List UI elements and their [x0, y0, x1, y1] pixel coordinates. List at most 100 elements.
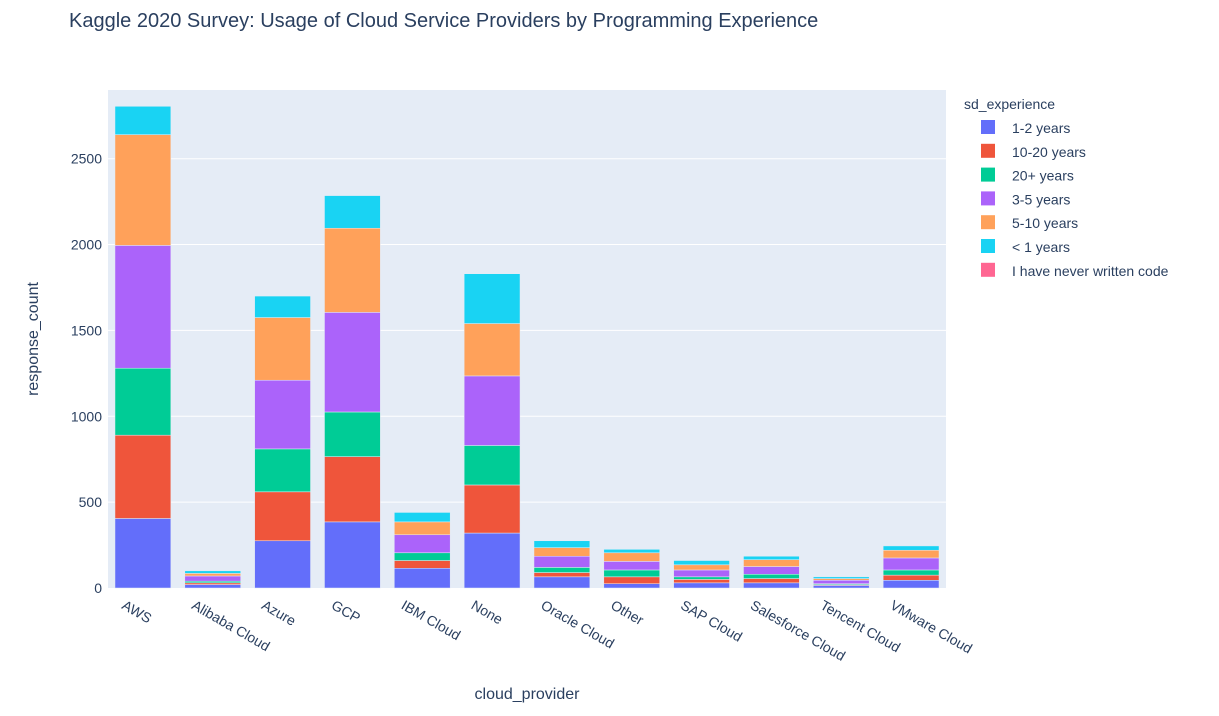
bar-gcp-1-2-years[interactable]	[324, 521, 381, 589]
legend-swatch	[981, 167, 995, 182]
x-tick-label: Azure	[259, 597, 299, 629]
bar-sap-cloud-1-years[interactable]	[673, 560, 730, 566]
bar-sap-cloud-10-20-years[interactable]	[673, 579, 730, 584]
legend-item-1-2-years[interactable]: 1-2 years	[981, 120, 1070, 136]
bar-ibm-cloud-1-2-years[interactable]	[394, 568, 451, 589]
bar-salesforce-cloud-5-10-years[interactable]	[743, 559, 800, 567]
bar-aws-1-years[interactable]	[114, 106, 172, 135]
bar-azure-1-years[interactable]	[254, 295, 311, 318]
bar-salesforce-cloud-3-5-years[interactable]	[743, 566, 800, 575]
y-tick-label: 2500	[71, 151, 102, 167]
bar-sap-cloud-3-5-years[interactable]	[673, 569, 730, 578]
bar-azure-20-years[interactable]	[254, 448, 311, 493]
bar-other-20-years[interactable]	[603, 569, 660, 578]
y-tick-label: 1000	[71, 408, 102, 424]
bar-sap-cloud-20-years[interactable]	[673, 576, 730, 580]
bar-alibaba-cloud-5-10-years[interactable]	[184, 573, 241, 577]
bar-aws-20-years[interactable]	[114, 367, 172, 436]
bar-alibaba-cloud-1-2-years[interactable]	[184, 584, 241, 589]
bar-aws-10-20-years[interactable]	[114, 434, 172, 519]
legend[interactable]: sd_experience 1-2 years 10-20 years 20+ ye…	[964, 96, 1169, 279]
bar-tencent-cloud-1-years[interactable]	[813, 576, 870, 579]
legend-item-20-years[interactable]: 20+ years	[981, 167, 1074, 184]
bar-other-3-5-years[interactable]	[603, 561, 660, 571]
x-tick-label: None	[469, 597, 506, 628]
x-tick-label: AWS	[119, 597, 154, 627]
bar-alibaba-cloud-1-years[interactable]	[184, 570, 241, 574]
bar-gcp-1-years[interactable]	[324, 195, 381, 229]
bar-vmware-cloud-20-years[interactable]	[882, 569, 940, 576]
legend-label: 5-10 years	[1012, 215, 1078, 231]
bar-vmware-cloud-5-10-years[interactable]	[882, 549, 940, 559]
legend-item-3-5-years[interactable]: 3-5 years	[981, 191, 1070, 207]
legend-item-1-years[interactable]: < 1 years	[981, 239, 1070, 255]
bar-alibaba-cloud-20-years[interactable]	[184, 580, 241, 584]
gridlines	[108, 158, 946, 503]
bar-other-5-10-years[interactable]	[603, 552, 660, 562]
bar-salesforce-cloud-1-years[interactable]	[743, 555, 800, 560]
bar-ibm-cloud-3-5-years[interactable]	[394, 534, 451, 554]
bar-ibm-cloud-20-years[interactable]	[394, 552, 451, 561]
bar-none-3-5-years[interactable]	[463, 375, 521, 446]
bar-none-1-2-years[interactable]	[463, 532, 521, 589]
plot-area	[108, 90, 946, 588]
bar-vmware-cloud-1-years[interactable]	[882, 545, 940, 551]
x-tick-label: GCP	[329, 597, 363, 626]
bar-other-1-2-years[interactable]	[603, 583, 660, 589]
bar-gcp-20-years[interactable]	[324, 411, 381, 457]
bar-salesforce-cloud-1-2-years[interactable]	[743, 582, 800, 589]
bar-none-20-years[interactable]	[463, 445, 521, 486]
bar-oracle-cloud-1-years[interactable]	[533, 540, 591, 548]
bar-gcp-10-20-years[interactable]	[324, 456, 381, 523]
bar-oracle-cloud-5-10-years[interactable]	[533, 547, 591, 557]
bar-azure-10-20-years[interactable]	[254, 491, 311, 542]
legend-item-10-20-years[interactable]: 10-20 years	[981, 143, 1086, 160]
bar-other-1-years[interactable]	[603, 549, 660, 554]
legend-item-5-10-years[interactable]: 5-10 years	[981, 215, 1078, 231]
legend-item-i-have-never-written-code[interactable]: I have never written code	[981, 262, 1169, 279]
bar-azure-5-10-years[interactable]	[254, 317, 311, 381]
x-tick-label: SAP Cloud	[678, 597, 745, 645]
bar-oracle-cloud-10-20-years[interactable]	[533, 572, 591, 578]
bar-sap-cloud-1-2-years[interactable]	[673, 582, 730, 589]
bar-azure-1-2-years[interactable]	[254, 540, 311, 589]
bar-alibaba-cloud-3-5-years[interactable]	[184, 575, 241, 582]
bar-vmware-cloud-3-5-years[interactable]	[882, 557, 940, 571]
bar-ibm-cloud-1-years[interactable]	[394, 512, 451, 523]
x-tick-label: Oracle Cloud	[538, 597, 617, 652]
bar-salesforce-cloud-10-20-years[interactable]	[743, 578, 800, 584]
y-tick-label: 0	[94, 580, 102, 596]
legend-label: 10-20 years	[1012, 144, 1086, 160]
legend-swatch	[981, 120, 995, 134]
bar-other-10-20-years[interactable]	[603, 576, 660, 584]
bar-vmware-cloud-1-2-years[interactable]	[882, 580, 940, 589]
bar-gcp-3-5-years[interactable]	[324, 312, 381, 413]
bar-none-1-years[interactable]	[463, 273, 521, 324]
x-tick-label: Alibaba Cloud	[189, 597, 272, 654]
y-axis-title: response_count	[25, 282, 42, 396]
bar-oracle-cloud-20-years[interactable]	[533, 567, 591, 573]
bar-gcp-5-10-years[interactable]	[324, 227, 381, 313]
bar-vmware-cloud-10-20-years[interactable]	[882, 574, 940, 581]
bar-tencent-cloud-1-2-years[interactable]	[813, 585, 870, 589]
bar-oracle-cloud-1-2-years[interactable]	[533, 576, 591, 589]
bar-aws-3-5-years[interactable]	[114, 245, 172, 369]
bar-salesforce-cloud-20-years[interactable]	[743, 574, 800, 579]
bar-sap-cloud-5-10-years[interactable]	[673, 564, 730, 571]
bar-oracle-cloud-3-5-years[interactable]	[533, 555, 591, 568]
bar-aws-1-2-years[interactable]	[114, 518, 172, 589]
bar-none-5-10-years[interactable]	[463, 323, 521, 377]
x-axis-title: cloud_provider	[475, 686, 581, 703]
x-tick-label: VMware Cloud	[888, 597, 976, 657]
bar-ibm-cloud-5-10-years[interactable]	[394, 521, 451, 536]
bar-alibaba-cloud-10-20-years[interactable]	[184, 582, 241, 585]
bar-tencent-cloud-5-10-years[interactable]	[813, 578, 870, 581]
bar-aws-5-10-years[interactable]	[114, 134, 172, 246]
bar-none-10-20-years[interactable]	[463, 484, 521, 534]
bar-tencent-cloud-3-5-years[interactable]	[813, 580, 870, 584]
legend-swatch	[981, 143, 995, 158]
bar-ibm-cloud-10-20-years[interactable]	[394, 560, 451, 569]
bar-azure-3-5-years[interactable]	[254, 379, 311, 450]
